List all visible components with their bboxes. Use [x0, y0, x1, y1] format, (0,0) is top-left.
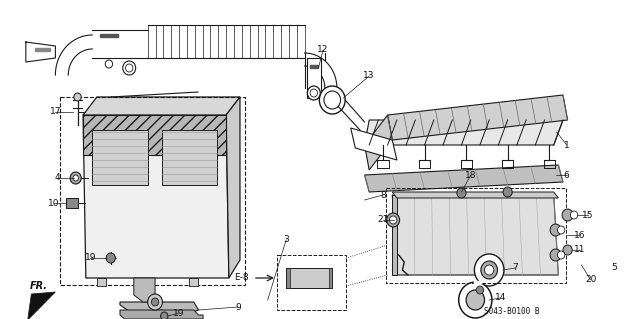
Circle shape — [476, 286, 484, 294]
Polygon shape — [310, 65, 319, 68]
Circle shape — [563, 245, 572, 255]
Circle shape — [324, 91, 340, 109]
Polygon shape — [35, 48, 50, 51]
Polygon shape — [365, 115, 392, 170]
Text: 15: 15 — [582, 211, 594, 219]
Text: 3: 3 — [284, 235, 289, 244]
Polygon shape — [392, 195, 397, 275]
Text: 12: 12 — [317, 46, 329, 55]
Circle shape — [503, 187, 512, 197]
Circle shape — [148, 294, 163, 310]
Bar — [386, 188, 566, 283]
Circle shape — [387, 213, 399, 227]
Text: 4: 4 — [54, 174, 60, 182]
Text: 10: 10 — [48, 198, 60, 207]
Circle shape — [106, 253, 115, 263]
Bar — [92, 130, 148, 185]
Polygon shape — [83, 115, 226, 155]
Polygon shape — [143, 278, 152, 286]
Circle shape — [557, 251, 565, 259]
Circle shape — [70, 172, 81, 184]
Circle shape — [74, 93, 81, 101]
Text: 14: 14 — [495, 293, 506, 302]
Circle shape — [466, 290, 484, 310]
Polygon shape — [307, 58, 321, 98]
Bar — [161, 130, 217, 185]
Circle shape — [457, 188, 466, 198]
Circle shape — [161, 312, 168, 319]
Polygon shape — [388, 95, 568, 140]
Bar — [277, 255, 346, 310]
Text: E-8: E-8 — [234, 273, 249, 283]
Polygon shape — [134, 278, 155, 302]
Circle shape — [481, 261, 497, 279]
Polygon shape — [189, 278, 198, 286]
Text: 18: 18 — [465, 170, 476, 180]
Circle shape — [307, 86, 320, 100]
Circle shape — [474, 254, 504, 286]
Text: 9: 9 — [236, 302, 241, 311]
Text: 1: 1 — [564, 140, 570, 150]
Text: S043-B0100 B: S043-B0100 B — [484, 308, 540, 316]
Bar — [67, 198, 77, 208]
Text: 13: 13 — [364, 71, 375, 80]
Circle shape — [550, 249, 561, 261]
Polygon shape — [365, 165, 563, 192]
Text: 7: 7 — [512, 263, 518, 272]
Polygon shape — [365, 120, 563, 145]
Text: 16: 16 — [574, 231, 586, 240]
Polygon shape — [148, 25, 305, 58]
Polygon shape — [83, 115, 229, 278]
Circle shape — [484, 265, 494, 275]
Polygon shape — [226, 97, 240, 278]
Text: 8: 8 — [380, 190, 386, 199]
Circle shape — [152, 298, 159, 306]
Circle shape — [557, 226, 565, 234]
Circle shape — [125, 64, 133, 72]
Polygon shape — [286, 268, 290, 288]
Circle shape — [105, 60, 113, 68]
Polygon shape — [392, 192, 558, 198]
Polygon shape — [83, 97, 240, 115]
Circle shape — [123, 61, 136, 75]
Circle shape — [562, 209, 573, 221]
Text: 20: 20 — [585, 276, 596, 285]
Polygon shape — [328, 268, 332, 288]
Circle shape — [459, 282, 492, 318]
Polygon shape — [120, 310, 203, 319]
Bar — [286, 268, 332, 288]
Polygon shape — [120, 302, 198, 315]
Circle shape — [550, 224, 561, 236]
Text: 19: 19 — [84, 254, 96, 263]
Polygon shape — [28, 292, 56, 319]
Polygon shape — [111, 92, 198, 97]
Circle shape — [73, 175, 79, 181]
Circle shape — [319, 86, 345, 114]
Polygon shape — [392, 195, 558, 275]
Polygon shape — [351, 128, 397, 160]
Polygon shape — [26, 42, 56, 62]
Circle shape — [310, 89, 317, 97]
Text: 5: 5 — [611, 263, 616, 272]
Text: 6: 6 — [564, 170, 570, 180]
Circle shape — [390, 216, 397, 224]
Polygon shape — [97, 278, 106, 286]
Text: 19: 19 — [173, 308, 185, 317]
Text: 17: 17 — [50, 108, 61, 116]
Text: 21: 21 — [378, 216, 388, 225]
Text: 11: 11 — [574, 246, 586, 255]
Text: FR.: FR. — [30, 281, 48, 291]
Polygon shape — [100, 34, 118, 37]
Bar — [60, 97, 244, 285]
Circle shape — [570, 211, 578, 219]
